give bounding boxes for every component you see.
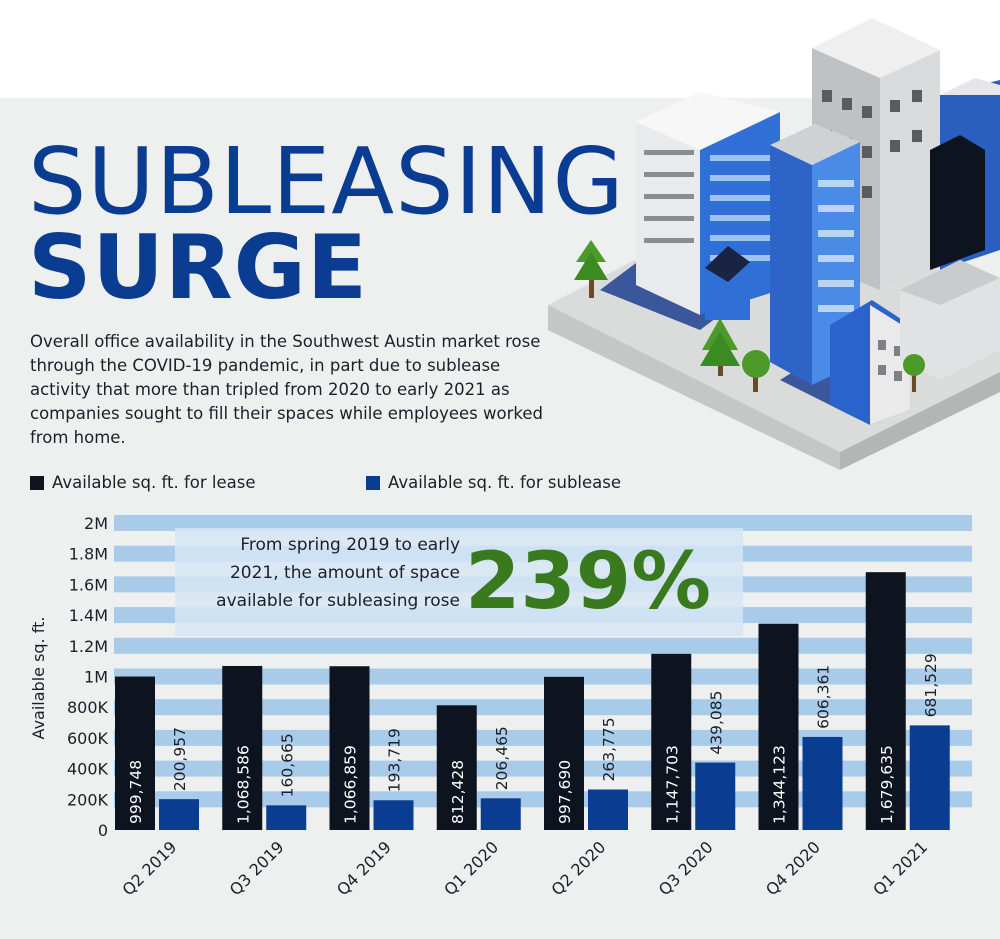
callout-line-2: 2021, the amount of space [230, 563, 460, 583]
bar-lease [758, 623, 799, 830]
callout-line-3: available for subleasing rose [216, 591, 460, 611]
bar-label-sublease: 200,957 [171, 727, 189, 791]
bar-label-lease: 1,068,586 [234, 745, 252, 824]
bar-label-sublease: 263,775 [600, 717, 618, 781]
bar-label-sublease: 160,665 [278, 733, 296, 797]
x-tick-label: Q2 2020 [548, 837, 610, 899]
legend-item-sublease: Available sq. ft. for sublease [366, 473, 621, 492]
x-tick-label: Q4 2020 [762, 837, 824, 899]
legend-label-lease: Available sq. ft. for lease [52, 473, 256, 492]
y-tick-label: 1.8M [69, 545, 108, 564]
bar-sublease [588, 789, 628, 830]
legend-label-sublease: Available sq. ft. for sublease [388, 473, 622, 492]
x-tick-label: Q1 2020 [440, 837, 502, 899]
y-tick-label: 800K [67, 698, 109, 717]
grid-band [114, 515, 972, 531]
bar-label-sublease: 606,361 [815, 665, 833, 729]
callout-line-1: From spring 2019 to early [240, 535, 460, 555]
y-tick-label: 600K [67, 729, 109, 748]
grid-band [114, 668, 972, 685]
y-tick-label: 2M [84, 514, 108, 533]
bar-label-lease: 1,679,635 [878, 745, 896, 824]
x-tick-label: Q3 2019 [226, 837, 288, 899]
callout-percentage: 239% [465, 537, 711, 627]
x-tick-label: Q3 2020 [655, 837, 717, 899]
bar-sublease [802, 736, 843, 830]
bar-sublease [266, 805, 307, 830]
y-tick-label: 1M [84, 668, 108, 687]
y-tick-label: 1.4M [69, 606, 108, 625]
bar-lease [222, 665, 263, 830]
grid-band [114, 637, 972, 654]
bar-sublease [480, 798, 521, 830]
bars-group: 999,748 200,957 1,068,586 160,665 1,066,859 1… [115, 572, 950, 830]
y-axis-ticks: 0 200K 400K 600K 800K 1M 1.2M 1.4M 1.6M 1.8M 2M [67, 514, 109, 840]
legend-swatch-sublease [366, 475, 380, 490]
bar-sublease [909, 725, 950, 830]
bar-sublease [695, 762, 736, 830]
x-tick-label: Q1 2021 [869, 837, 931, 899]
callout-background [175, 528, 743, 636]
bar-lease [329, 666, 370, 830]
grid-band [114, 791, 972, 808]
bar-chart: 0 200K 400K 600K 800K 1M 1.2M 1.4M 1.6M 1.8M 2M Av… [29, 514, 972, 899]
bar-sublease [159, 799, 199, 830]
legend-swatch-lease [30, 475, 44, 490]
x-axis-ticks: Q2 2019 Q3 2019 Q4 2019 Q1 2020 Q2 2020 Q3 20… [119, 837, 932, 899]
intro-paragraph: Overall office availability in the South… [30, 332, 543, 447]
bar-label-lease: 1,344,123 [771, 745, 789, 824]
y-tick-label: 200K [67, 790, 109, 809]
bar-label-lease: 1,147,703 [663, 745, 681, 824]
y-tick-label: 1.2M [69, 637, 108, 656]
bar-label-sublease: 439,085 [707, 690, 725, 754]
title-line-2: SURGE [28, 216, 368, 319]
y-tick-label: 1.6M [69, 575, 108, 594]
bar-lease [651, 653, 692, 830]
bar-label-lease: 1,066,859 [342, 745, 360, 824]
grid-band [114, 760, 972, 777]
title-line-1: SUBLEASING [28, 128, 625, 235]
x-tick-label: Q4 2019 [333, 837, 395, 899]
grid-band [114, 729, 972, 746]
bar-label-lease: 997,690 [556, 760, 574, 824]
city-buildings-illustration [548, 18, 1000, 470]
bar-label-sublease: 206,465 [493, 726, 511, 790]
x-tick-label: Q2 2019 [119, 837, 181, 899]
bar-label-sublease: 681,529 [922, 653, 940, 717]
bar-label-lease: 999,748 [127, 760, 145, 824]
legend-item-lease: Available sq. ft. for lease [30, 473, 256, 492]
grid-band [114, 699, 972, 716]
bar-lease [436, 705, 477, 830]
y-tick-label: 0 [98, 821, 108, 840]
bar-label-lease: 812,428 [449, 760, 467, 824]
bar-sublease [373, 800, 414, 830]
bar-label-sublease: 193,719 [386, 728, 404, 792]
bar-lease [544, 676, 584, 830]
bar-lease [865, 572, 906, 830]
y-tick-label: 400K [67, 760, 109, 779]
bar-lease [115, 676, 155, 830]
y-axis-label: Available sq. ft. [29, 617, 48, 740]
